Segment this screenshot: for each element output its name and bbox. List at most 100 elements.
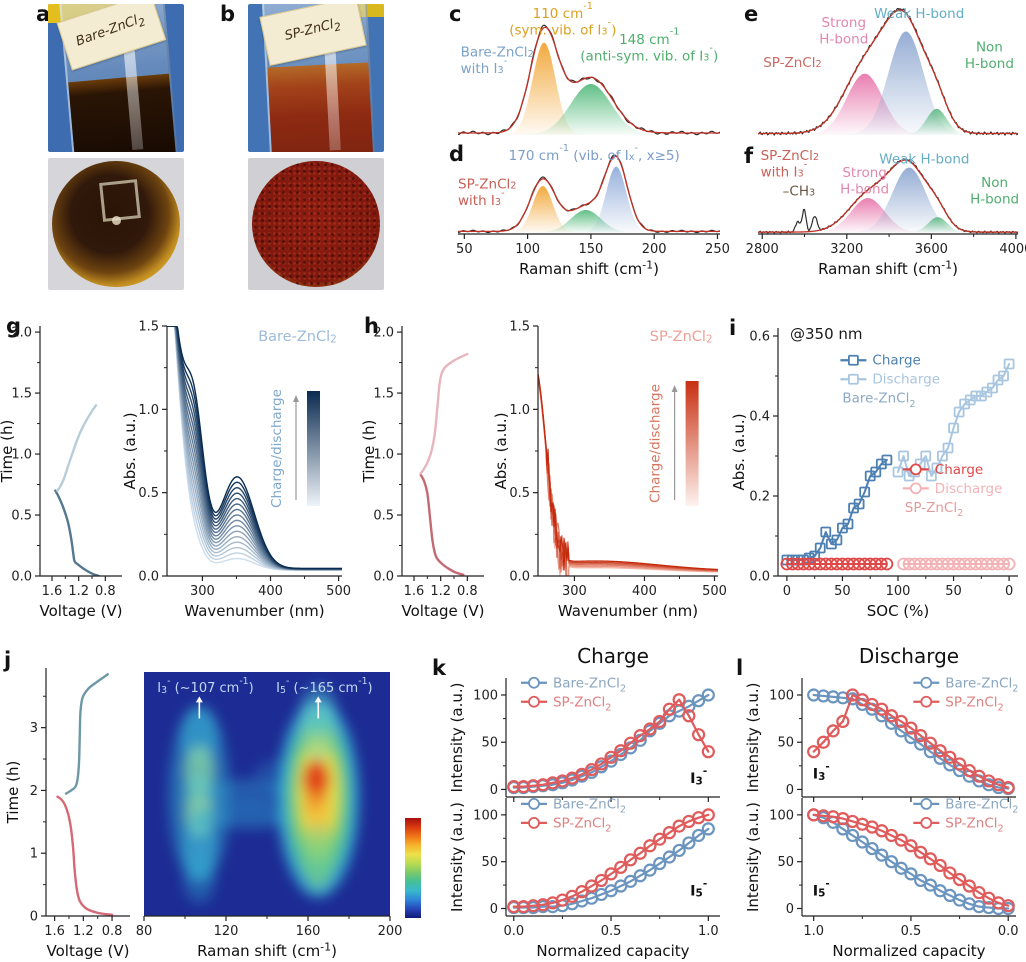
svg-text:1.0: 1.0 bbox=[373, 448, 394, 463]
svg-text:100: 100 bbox=[769, 689, 794, 704]
svg-text:Intensity (a.u.): Intensity (a.u.) bbox=[744, 683, 762, 793]
svg-text:I3-​: I3-​ bbox=[813, 761, 830, 783]
chart-j-left-svg: 1.6 1.2 0.8 Voltage (V) 0 1 2 3 Time (h) bbox=[4, 668, 130, 960]
svg-text:1.0: 1.0 bbox=[509, 403, 530, 418]
panel-label-i: i bbox=[729, 316, 737, 340]
svg-text:0.0: 0.0 bbox=[998, 924, 1019, 939]
svg-text:0.0: 0.0 bbox=[138, 570, 159, 585]
svg-text:Raman shift (cm-1): Raman shift (cm-1) bbox=[197, 940, 337, 960]
panel-label-c: c bbox=[449, 2, 462, 26]
svg-text:1.0: 1.0 bbox=[698, 924, 719, 939]
svg-text:0: 0 bbox=[1005, 584, 1013, 599]
chart-h-left-svg: 1.6 1.2 0.8 Voltage (V) 0.0 0.5 1.0 1.5 2.0 Time … bbox=[360, 326, 485, 620]
vial-label-text: SP-ZnCl2 bbox=[282, 17, 343, 45]
chart-i-svg: 0 50 100 50 0 SOC (%) 0.0 0.2 0.4 0.6 Abs. (a.u.) @… bbox=[730, 325, 1018, 620]
svg-text:1.0: 1.0 bbox=[803, 924, 824, 939]
svg-text:0.0: 0.0 bbox=[373, 570, 394, 585]
svg-text:1.5: 1.5 bbox=[509, 320, 530, 335]
panel-j-raman-heatmap: 80 120 160 200 Raman shift (cm-1) I3- (~107 c… bbox=[136, 648, 403, 962]
svg-text:Abs. (a.u.): Abs. (a.u.) bbox=[492, 412, 510, 489]
svg-text:Bare-ZnCl2​: Bare-ZnCl2​ bbox=[945, 675, 1018, 694]
heatmap-colorbar bbox=[405, 818, 421, 918]
chart-h-right-svg: 300 400 500 Wavenumber (nm) 0.0 0.5 1.0 1.5 Abs.… bbox=[492, 320, 727, 621]
chart-j-heat-svg: 80 120 160 200 Raman shift (cm-1) I3- (~107 c… bbox=[136, 672, 403, 960]
svg-text:Wavenumber (nm): Wavenumber (nm) bbox=[184, 602, 324, 620]
chart-k-top-svg: 0 50 100 Intensity (a.u.) I3-​ Bare-ZnCl2​SP-… bbox=[448, 675, 720, 802]
panel-k-i5-charge-chart: 0.0 0.5 1.0 Normalized capacity 0 50 100 Intens… bbox=[436, 796, 728, 960]
svg-text:100: 100 bbox=[886, 584, 911, 599]
svg-text:Bare-ZnCl2​: Bare-ZnCl2​ bbox=[553, 675, 626, 694]
panel-label-j: j bbox=[4, 648, 12, 672]
svg-text:Bare-ZnCl2​: Bare-ZnCl2​ bbox=[553, 796, 626, 815]
svg-text:Abs. (a.u.): Abs. (a.u.) bbox=[730, 413, 748, 490]
reflection-dot bbox=[112, 216, 122, 226]
svg-text:0.0: 0.0 bbox=[749, 570, 770, 585]
svg-text:Abs. (a.u.): Abs. (a.u.) bbox=[121, 412, 139, 489]
svg-text:50: 50 bbox=[481, 736, 498, 751]
panel-label-b: b bbox=[220, 2, 236, 26]
svg-text:1.0: 1.0 bbox=[11, 448, 32, 463]
svg-text:I3- (~107 cm-1): I3- (~107 cm-1) bbox=[157, 676, 253, 696]
panel-label-h: h bbox=[364, 314, 379, 338]
vial-liquid-red bbox=[267, 62, 373, 152]
svg-text:Intensity (a.u.): Intensity (a.u.) bbox=[448, 802, 466, 912]
chart-c-svg: 110 cm-1​(sym. vib. of I3-) Bare-ZnCl2​wi… bbox=[458, 1, 720, 136]
vial-label: SP-ZnCl2 bbox=[259, 4, 366, 66]
svg-text:I3-​: I3-​ bbox=[690, 766, 707, 788]
svg-text:SP-ZnCl2​: SP-ZnCl2​ bbox=[553, 694, 611, 713]
svg-text:120: 120 bbox=[214, 924, 239, 939]
svg-text:0.5: 0.5 bbox=[138, 486, 159, 501]
svg-text:Bare-ZnCl2​: Bare-ZnCl2​ bbox=[258, 329, 337, 346]
vial-glass: SP-ZnCl2 bbox=[259, 4, 375, 152]
svg-text:I5-​: I5-​ bbox=[690, 878, 707, 900]
svg-text:50: 50 bbox=[777, 736, 794, 751]
svg-text:SP-ZnCl2​: SP-ZnCl2​ bbox=[905, 500, 963, 519]
svg-text:0: 0 bbox=[490, 783, 498, 798]
panel-j-voltage-time-chart: 1.6 1.2 0.8 Voltage (V) 0 1 2 3 Time (h) bbox=[0, 648, 142, 962]
vial-label-text: Bare-ZnCl2 bbox=[74, 13, 148, 50]
svg-text:SP-ZnCl2​: SP-ZnCl2​ bbox=[763, 55, 821, 71]
svg-text:Charge/discharge: Charge/discharge bbox=[269, 389, 285, 508]
svg-text:SP-ZnCl2​with I3-​: SP-ZnCl2​with I3-​ bbox=[458, 176, 516, 208]
svg-text:100: 100 bbox=[769, 808, 794, 823]
svg-text:1.5: 1.5 bbox=[138, 320, 159, 335]
svg-text:Intensity (a.u.): Intensity (a.u.) bbox=[448, 683, 466, 793]
svg-text:50: 50 bbox=[481, 855, 498, 870]
svg-text:0.8: 0.8 bbox=[102, 924, 123, 939]
panel-i-abs-soc-chart: 0 50 100 50 0 SOC (%) 0.0 0.2 0.4 0.6 Abs. (a.u.) @… bbox=[726, 314, 1026, 620]
svg-text:200: 200 bbox=[378, 924, 403, 939]
svg-text:Normalized capacity: Normalized capacity bbox=[536, 942, 689, 960]
panel-label-k: k bbox=[432, 656, 446, 680]
svg-text:100: 100 bbox=[515, 242, 540, 257]
svg-text:SP-ZnCl2​: SP-ZnCl2​ bbox=[553, 815, 611, 834]
chart-l-bottom-svg: 1.0 0.5 0.0 Normalized capacity 0 50 100 Intens… bbox=[744, 796, 1019, 960]
svg-text:200: 200 bbox=[642, 242, 667, 257]
svg-text:0.5: 0.5 bbox=[509, 486, 530, 501]
svg-text:0: 0 bbox=[30, 910, 38, 925]
panel-g-voltage-time-chart: 1.6 1.2 0.8 Voltage (V) 0.0 0.5 1.0 1.5 2.0 Time … bbox=[0, 314, 158, 620]
svg-text:SP-ZnCl2​: SP-ZnCl2​ bbox=[650, 329, 713, 346]
svg-text:0.0: 0.0 bbox=[503, 924, 524, 939]
svg-text:Bare-ZnCl2​: Bare-ZnCl2​ bbox=[945, 796, 1018, 815]
svg-text:–CH3​: –CH3​ bbox=[783, 183, 816, 199]
panel-l-i5-discharge-chart: 1.0 0.5 0.0 Normalized capacity 0 50 100 Intens… bbox=[736, 796, 1026, 960]
svg-text:I5-​: I5-​ bbox=[813, 878, 830, 900]
svg-text:2: 2 bbox=[30, 784, 38, 799]
svg-text:170 cm-1 (vib. of Ix-, x≥5): 170 cm-1 (vib. of Ix-, x≥5) bbox=[509, 143, 680, 163]
panel-g-uvvis-bare-chart: 300 400 500 Wavenumber (nm) 0.0 0.5 1.0 1.5 Abs.… bbox=[120, 314, 352, 621]
svg-text:50: 50 bbox=[834, 584, 851, 599]
svg-text:80: 80 bbox=[136, 924, 153, 939]
svg-text:Time (h): Time (h) bbox=[4, 761, 22, 825]
dish-precipitate-red bbox=[252, 160, 380, 288]
photo-dish-bare-zncl2 bbox=[48, 158, 184, 290]
photo-vial-sp-zncl2: SP-ZnCl2 bbox=[248, 4, 384, 152]
vial-glass: Bare-ZnCl2 bbox=[56, 4, 178, 152]
svg-text:I5- (~165 cm-1): I5- (~165 cm-1) bbox=[276, 676, 372, 696]
panel-label-a: a bbox=[36, 2, 51, 26]
svg-text:Charge: Charge bbox=[935, 462, 983, 478]
svg-text:300: 300 bbox=[562, 584, 587, 599]
svg-text:50: 50 bbox=[945, 584, 962, 599]
